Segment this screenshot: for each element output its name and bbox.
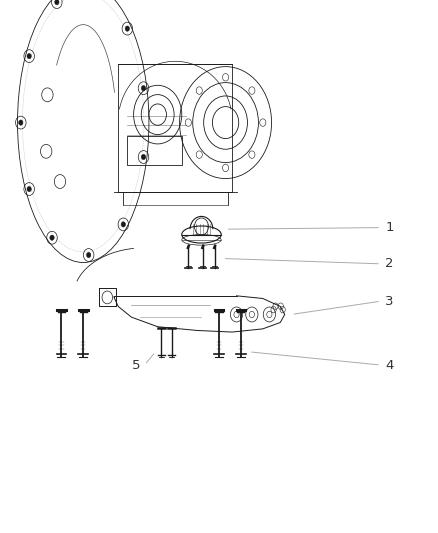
Circle shape: [86, 252, 91, 257]
Circle shape: [121, 222, 126, 227]
Circle shape: [27, 53, 32, 59]
Text: 1: 1: [385, 221, 394, 234]
Circle shape: [50, 235, 54, 240]
Circle shape: [141, 155, 146, 160]
Text: 4: 4: [385, 359, 394, 372]
Text: 3: 3: [385, 295, 394, 308]
Circle shape: [27, 187, 32, 192]
Circle shape: [55, 0, 59, 5]
Text: 5: 5: [132, 359, 140, 372]
Circle shape: [125, 26, 130, 31]
Circle shape: [19, 120, 23, 125]
Circle shape: [141, 85, 146, 91]
Bar: [127, 136, 182, 165]
Bar: [118, 64, 232, 192]
Text: 2: 2: [385, 257, 394, 270]
